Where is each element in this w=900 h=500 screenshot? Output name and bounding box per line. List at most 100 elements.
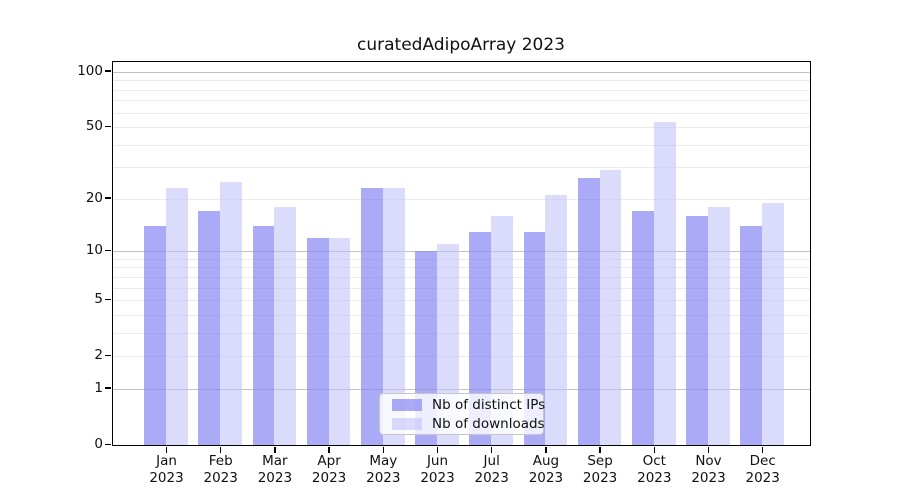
y-tick-mark [105, 249, 111, 251]
x-tick-year: 2023 [745, 470, 780, 486]
legend: Nb of distinct IPs Nb of downloads [379, 393, 546, 435]
legend-label-distinct-ips: Nb of distinct IPs [432, 396, 546, 413]
x-tick-label: Nov 2023 [679, 453, 739, 487]
x-tick-year: 2023 [203, 470, 238, 486]
bar-downloads [653, 122, 676, 445]
gridline-minor [113, 314, 810, 316]
gridline-major [113, 71, 810, 73]
x-tick-month: Feb [208, 453, 233, 469]
gridline-minor [113, 112, 810, 114]
bar-downloads [220, 181, 243, 445]
legend-swatch-distinct-ips [392, 398, 422, 411]
x-tick-year: 2023 [257, 470, 293, 486]
y-tick-mark [105, 70, 111, 72]
bar-downloads [545, 195, 568, 445]
x-tick-year: 2023 [366, 470, 401, 486]
bar-distinct-ips [686, 215, 708, 445]
x-tick-month: May [369, 453, 398, 469]
bar-downloads [274, 206, 297, 445]
x-tick-mark [165, 447, 168, 453]
bar-downloads [166, 188, 188, 445]
x-tick-mark [491, 447, 493, 453]
x-tick-year: 2023 [528, 470, 564, 486]
y-tick-label: 100 [77, 62, 103, 79]
x-tick-month: Jul [483, 453, 500, 469]
x-tick-label: Mar 2023 [245, 453, 305, 487]
x-tick-mark [707, 447, 710, 453]
x-tick-month: Aug [532, 453, 560, 469]
x-tick-mark [599, 447, 601, 453]
bar-downloads [491, 215, 514, 445]
x-tick-mark [762, 447, 764, 453]
x-tick-label: Feb 2023 [191, 453, 251, 487]
bar-distinct-ips [306, 237, 329, 445]
y-tick-label: 10 [85, 242, 103, 259]
bar-distinct-ips [631, 211, 654, 445]
gridline-minor [113, 80, 810, 82]
bar-downloads [382, 188, 405, 445]
x-tick-mark [220, 447, 222, 453]
legend-row-distinct-ips: Nb of distinct IPs [380, 396, 546, 413]
y-tick-label: 50 [85, 118, 103, 135]
x-tick-month: Jun [426, 453, 449, 469]
bar-distinct-ips [198, 211, 221, 445]
x-tick-year: 2023 [691, 470, 726, 486]
plot-area [112, 61, 811, 446]
x-tick-month: Mar [262, 453, 288, 469]
gridline-minor [113, 89, 810, 91]
gridline-minor [113, 100, 810, 102]
y-tick-label: 0 [94, 436, 103, 452]
legend-row-downloads: Nb of downloads [380, 415, 545, 432]
y-tick-mark [105, 354, 111, 357]
x-tick-year: 2023 [637, 470, 672, 486]
x-tick-label: Apr 2023 [299, 453, 359, 487]
y-tick-mark [105, 125, 111, 127]
x-tick-month: Dec [749, 453, 776, 469]
x-tick-month: Oct [642, 453, 666, 469]
bar-downloads [762, 202, 785, 445]
x-tick-label: Jul 2023 [462, 453, 522, 487]
bar-downloads [328, 237, 351, 445]
x-tick-year: 2023 [582, 470, 618, 486]
bar-distinct-ips [360, 188, 383, 445]
y-tick-label: 5 [94, 291, 103, 308]
x-tick-month: Sep [587, 453, 613, 469]
y-tick-mark [105, 443, 111, 445]
y-tick-mark [105, 387, 111, 389]
gridline-minor [113, 267, 810, 269]
gridline-minor [113, 276, 810, 278]
y-tick-label: 1 [94, 379, 103, 396]
legend-swatch-downloads [392, 417, 422, 430]
x-tick-year: 2023 [474, 470, 509, 486]
gridline-minor [113, 300, 810, 302]
x-tick-mark [382, 447, 384, 453]
gridline-minor [113, 127, 810, 129]
gridline-minor [113, 198, 810, 200]
bar-distinct-ips [523, 231, 546, 445]
bar-distinct-ips [577, 178, 600, 445]
gridline-minor [113, 167, 810, 169]
x-tick-label: May 2023 [353, 453, 413, 487]
x-tick-year: 2023 [149, 470, 184, 486]
bar-downloads [708, 206, 730, 445]
x-tick-label: Dec 2023 [733, 453, 793, 487]
bar-distinct-ips [740, 226, 763, 445]
x-tick-label: Jan 2023 [137, 453, 197, 487]
gridline-minor [113, 356, 810, 358]
gridline-minor [113, 332, 810, 334]
x-tick-month: Apr [317, 453, 341, 469]
x-tick-label: Sep 2023 [570, 453, 630, 487]
x-tick-label: Oct 2023 [624, 453, 684, 487]
chart-title: curatedAdipoArray 2023 [357, 35, 565, 55]
legend-label-downloads: Nb of downloads [432, 415, 545, 432]
gridline-minor [113, 258, 810, 260]
x-tick-month: Jan [156, 453, 177, 469]
y-tick-label: 2 [94, 347, 103, 364]
bar-distinct-ips [252, 226, 275, 445]
gridline-minor [113, 144, 810, 146]
x-tick-label: Jun 2023 [408, 453, 468, 487]
gridline-major [113, 251, 810, 253]
y-tick-mark [105, 298, 111, 300]
bar-downloads [599, 169, 622, 445]
